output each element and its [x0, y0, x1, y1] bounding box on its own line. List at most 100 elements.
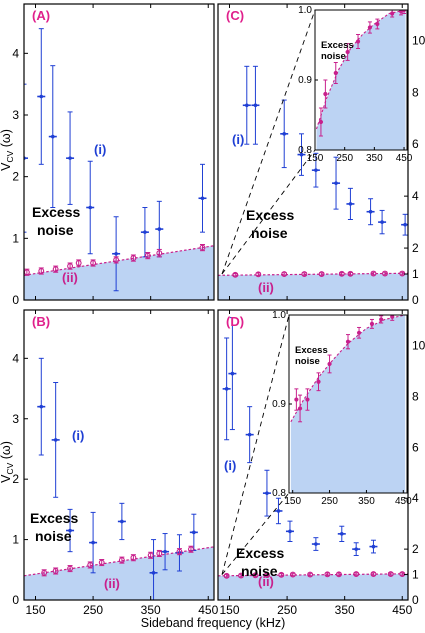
- panel-frame: [217, 309, 409, 601]
- series-ii-point: [324, 571, 331, 578]
- series-i-marker: [114, 251, 118, 256]
- panel-label: (B): [32, 314, 50, 329]
- inset-point: [355, 39, 361, 44]
- zoom-line: [221, 9, 316, 275]
- series-i-marker: [314, 168, 318, 172]
- shaded-fill: [218, 273, 408, 300]
- series-label-i: (i): [232, 132, 244, 147]
- y-tick-label: 10: [412, 33, 425, 47]
- inset-point: [297, 406, 303, 411]
- series-i-marker: [247, 432, 252, 437]
- inset-x-tick-label: 450: [395, 496, 412, 507]
- y-axis-label-main: V: [0, 162, 13, 171]
- y-tick-label: 4: [412, 189, 419, 203]
- panel-label: (D): [226, 314, 244, 329]
- series-i-marker: [276, 509, 281, 513]
- y-tick-label: 6: [412, 137, 419, 151]
- x-tick-label: 350: [141, 603, 161, 617]
- series-ii-point: [318, 271, 325, 277]
- series-ii-point: [156, 250, 163, 257]
- inset-point: [379, 317, 384, 322]
- series-label-ii: (ii): [258, 280, 274, 295]
- series-i-marker: [230, 371, 235, 376]
- x-tick-label: 350: [335, 603, 355, 617]
- series-ii-point: [370, 571, 377, 578]
- panel-d: 150 250 350 45001246810(D)(i)(ii)Excessnois…: [217, 309, 425, 617]
- series-ii-point: [347, 270, 354, 277]
- inset-y-tick-label: 0.9: [298, 75, 312, 86]
- series-i-marker: [334, 181, 338, 185]
- inset-y-tick-label: 1.0: [272, 310, 286, 321]
- series-i-marker: [368, 209, 373, 214]
- series-ii-point: [301, 271, 308, 277]
- inset-point: [345, 49, 350, 55]
- y-tick-label: 0: [412, 293, 419, 307]
- series-ii-point: [223, 572, 230, 579]
- y-tick-label: 2: [12, 472, 19, 486]
- inset-excess-noise-label: Excess: [321, 40, 354, 51]
- series-ii-point: [38, 268, 45, 274]
- series-ii-point: [199, 244, 206, 251]
- zoom-line: [221, 149, 316, 275]
- series-i-marker: [403, 222, 407, 227]
- y-tick-label: 4: [12, 46, 19, 60]
- series-ii-point: [238, 572, 244, 579]
- panel-b: 150 250 350 450 0 1 2 3 4 (B) (i) (ii) Excess noise: [12, 309, 219, 617]
- inset-x-tick-label: 250: [336, 153, 353, 164]
- y-tick-label: 8: [412, 389, 419, 403]
- y-tick-label: 10: [412, 339, 425, 353]
- series-ii-point: [67, 263, 74, 270]
- series-i-marker: [354, 547, 358, 551]
- y-tick-label: 2: [412, 542, 419, 556]
- y-tick-label: 6: [412, 440, 419, 454]
- series-ii-point: [255, 271, 262, 278]
- y-tick-label: 3: [12, 108, 19, 122]
- y-tick-label: 0: [12, 593, 19, 607]
- panel-label: (C): [226, 8, 244, 23]
- x-axis-label: Sideband frequency (kHz): [141, 616, 286, 630]
- series-i-marker: [244, 103, 249, 108]
- inset-y-tick-label: 0.8: [298, 145, 312, 156]
- series-i-marker: [163, 549, 167, 554]
- y-axis-label-main-2: V: [0, 474, 13, 483]
- series-ii-point: [52, 568, 59, 574]
- series-i-marker: [339, 532, 344, 536]
- series-i-marker: [53, 438, 58, 442]
- x-tick-label: 250: [277, 603, 297, 617]
- inset-point: [367, 25, 373, 30]
- series-label-i: (i): [72, 428, 84, 443]
- series-ii-point: [335, 571, 342, 578]
- inset-point: [356, 330, 362, 335]
- inset-shaded-fill: [290, 315, 407, 493]
- x-tick-label: 150: [219, 603, 239, 617]
- series-i-marker: [39, 404, 44, 409]
- series-ii-point: [41, 569, 48, 576]
- series-ii-point: [353, 571, 360, 578]
- series-ii-point: [67, 565, 74, 572]
- series-i-marker: [224, 387, 229, 391]
- inset-y-tick-label: 1.0: [298, 5, 312, 16]
- inset-x-tick-label: 350: [366, 153, 383, 164]
- series-i-marker: [314, 542, 318, 546]
- series-ii-point: [307, 571, 314, 578]
- series-ii-point: [370, 270, 377, 277]
- series-i-marker: [348, 202, 353, 206]
- y-tick-label: 0: [412, 593, 419, 607]
- series-i-marker: [192, 530, 196, 535]
- series-ii-point: [252, 572, 259, 579]
- series-ii-point: [156, 550, 163, 557]
- shaded-fill: [24, 245, 214, 300]
- series-label-ii: (ii): [104, 576, 120, 591]
- series-ii-point: [130, 554, 137, 561]
- x-tick-label: 250: [83, 603, 103, 617]
- inset-point: [345, 339, 351, 344]
- inset-point: [323, 91, 328, 97]
- series-ii-point: [113, 256, 120, 263]
- series-i-marker: [88, 205, 93, 210]
- series-i-marker: [68, 528, 72, 533]
- y-tick-label: 1: [412, 568, 419, 582]
- inset-excess-noise-label: Excess: [295, 345, 328, 356]
- panel-content: [218, 65, 408, 300]
- series-ii-point: [387, 571, 394, 578]
